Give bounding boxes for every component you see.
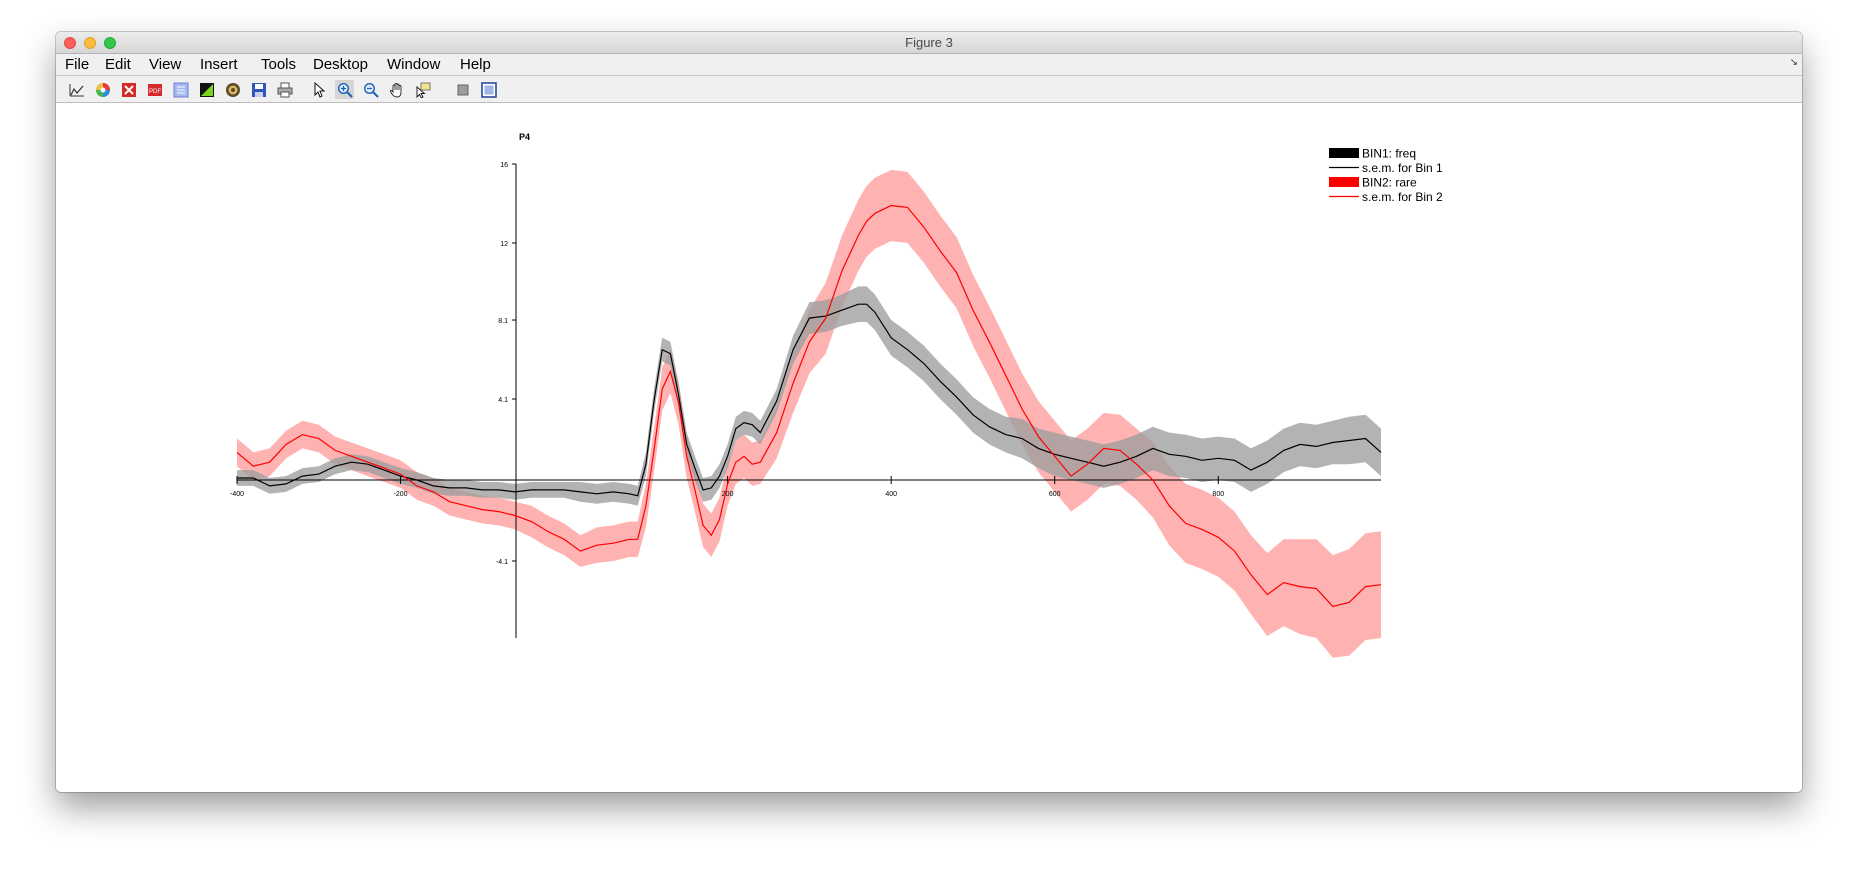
svg-text:PDF: PDF	[149, 89, 161, 95]
series-line-bin1	[237, 303, 1382, 497]
menu-edit[interactable]: Edit	[105, 56, 131, 73]
x-tick-label: 600	[1049, 491, 1061, 498]
title-bar: Figure 3	[56, 32, 1802, 54]
legend-label: s.e.m. for Bin 1	[1362, 161, 1443, 175]
menu-window[interactable]: Window	[387, 56, 441, 73]
save-icon[interactable]	[249, 80, 268, 99]
figure-window: Figure 3 File Edit View Insert Tools Des…	[56, 32, 1802, 792]
x-tick-label: 400	[885, 491, 897, 498]
series-line-bin2	[236, 204, 1382, 608]
minimize-window-button[interactable]	[84, 37, 96, 49]
menu-insert[interactable]: Insert	[200, 56, 238, 73]
legend-label: BIN2: rare	[1362, 176, 1417, 190]
zoom-out-icon[interactable]	[361, 80, 380, 99]
insert-colorbar-icon[interactable]	[171, 80, 190, 99]
legend-label: s.e.m. for Bin 2	[1362, 190, 1443, 204]
toolbar: PDF	[56, 76, 1802, 103]
legend-swatch	[1329, 177, 1359, 187]
dock-figure-icon[interactable]	[479, 80, 498, 99]
y-tick-label: 4.1	[498, 397, 508, 404]
menu-bar: File Edit View Insert Tools Desktop Wind…	[56, 54, 1802, 76]
x-tick-label: 200	[722, 491, 734, 498]
insert-legend-icon[interactable]	[197, 80, 216, 99]
legend-swatch	[1329, 148, 1359, 158]
menu-help[interactable]: Help	[460, 56, 491, 73]
sem-band-bin2	[237, 169, 1381, 658]
window-title: Figure 3	[905, 35, 953, 50]
chart-title: P4	[519, 132, 530, 142]
menu-view[interactable]: View	[149, 56, 182, 73]
maximize-window-button[interactable]	[104, 37, 116, 49]
colormap-icon[interactable]	[93, 80, 112, 99]
menu-tools[interactable]: Tools	[261, 56, 297, 73]
export-pdf-icon[interactable]: PDF	[145, 80, 164, 99]
y-tick-label: 16	[500, 162, 508, 169]
hide-plot-tools-icon[interactable]	[223, 80, 242, 99]
y-tick-label: 8.1	[498, 318, 508, 325]
x-tick-label: 800	[1212, 491, 1224, 498]
zoom-in-icon[interactable]	[335, 80, 354, 99]
legend-label: BIN1: freq	[1362, 147, 1416, 161]
new-figure-icon[interactable]	[67, 80, 86, 99]
y-tick-label: -4.1	[496, 559, 508, 566]
close-figure-icon[interactable]	[119, 80, 138, 99]
menu-file[interactable]: File	[65, 56, 90, 73]
y-tick-label: 12	[500, 241, 508, 248]
sem-band-bin1	[237, 286, 1381, 506]
print-icon[interactable]	[275, 80, 294, 99]
data-cursor-icon[interactable]	[413, 80, 432, 99]
close-window-button[interactable]	[64, 37, 76, 49]
pointer-icon[interactable]	[309, 80, 328, 99]
brush-icon[interactable]	[453, 80, 472, 99]
x-tick-label: -400	[230, 491, 244, 498]
erp-chart[interactable]: -400 -200 200 400 600 800 16 12 8.1 4.1 -4.1 P4 BIN1…	[56, 103, 1802, 792]
pan-icon[interactable]	[387, 80, 406, 99]
menu-desktop[interactable]: Desktop	[313, 56, 369, 73]
x-tick-label: -200	[394, 491, 408, 498]
plot-area[interactable]: -400 -200 200 400 600 800 16 12 8.1 4.1 -4.1 P4 BIN1…	[56, 103, 1802, 792]
menu-overflow-arrow-icon[interactable]: ↘	[1789, 57, 1798, 68]
